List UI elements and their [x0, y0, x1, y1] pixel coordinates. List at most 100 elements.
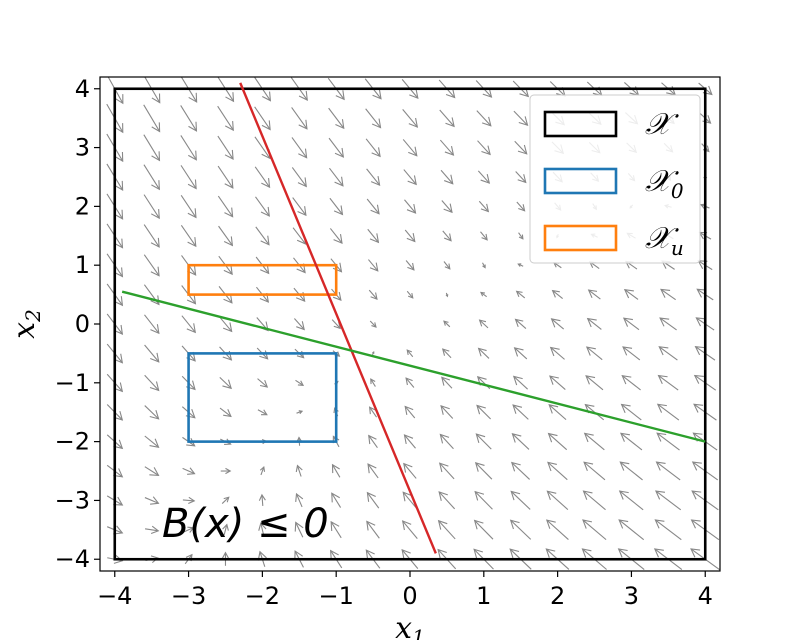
quiver-arrow	[368, 259, 379, 272]
quiver-arrow	[293, 318, 305, 331]
quiver-arrow	[657, 374, 679, 391]
quiver-arrow	[660, 288, 676, 301]
quiver-arrow	[513, 110, 529, 127]
annotation-text: B(x) ≤ 0	[162, 501, 329, 547]
quiver-arrow	[144, 466, 160, 477]
quiver-arrow	[180, 105, 198, 132]
quiver-arrow	[144, 525, 160, 534]
quiver-arrow	[331, 463, 341, 478]
quiver-arrow	[514, 140, 528, 155]
legend-swatch	[543, 110, 618, 138]
quiver-arrow	[144, 405, 160, 420]
quiver-arrow	[329, 228, 343, 245]
quiver-arrow	[404, 405, 416, 419]
quiver-arrow	[443, 320, 451, 328]
quiver-arrow	[144, 496, 160, 505]
quiver-arrow	[655, 490, 682, 511]
quiver-arrow	[182, 467, 196, 475]
quiver-arrow	[622, 317, 640, 331]
quiver-arrow	[331, 492, 342, 508]
quiver-arrow	[219, 376, 232, 390]
quiver-arrow	[512, 375, 529, 390]
quiver-arrow	[365, 108, 382, 129]
y-tick-label: 3	[75, 134, 90, 162]
quiver-arrow	[328, 107, 345, 130]
x-tick-label: 2	[550, 582, 565, 610]
quiver-arrow	[219, 407, 232, 418]
quiver-arrow	[180, 165, 197, 190]
quiver-arrow	[144, 374, 160, 392]
quiver-arrow	[257, 378, 269, 388]
quiver-arrow	[549, 346, 565, 360]
quiver-arrow	[217, 105, 234, 132]
quiver-arrow	[143, 104, 161, 133]
quiver-arrow	[585, 375, 604, 391]
quiver-arrow	[518, 232, 524, 240]
quiver-arrow	[480, 291, 487, 298]
quiver-arrow	[510, 490, 531, 510]
quiver-arrow	[441, 200, 453, 214]
quiver-arrow	[144, 435, 160, 448]
quiver-arrow	[547, 432, 568, 451]
quiver-arrow	[474, 462, 493, 480]
x-tick-label: −4	[97, 582, 132, 610]
boundary-lines	[121, 82, 706, 554]
quiver-arrow	[477, 170, 491, 184]
quiver-arrow	[144, 314, 160, 335]
quiver-arrow	[515, 290, 526, 299]
quiver-arrow	[143, 254, 160, 277]
quiver-arrow	[366, 198, 380, 215]
quiver-arrow	[482, 262, 486, 269]
quiver-arrow	[405, 377, 415, 388]
quiver-arrow	[513, 347, 528, 360]
quiver-arrow	[258, 493, 266, 506]
quiver-arrow	[586, 317, 602, 330]
quiver-arrow	[370, 378, 376, 387]
x-tick-label: −1	[318, 582, 353, 610]
y-ticks: −4 −3 −2 −1 0 1 2 3 4	[55, 75, 100, 573]
quiver-arrow	[366, 168, 381, 186]
quiver-arrow	[474, 490, 493, 510]
quiver-arrow	[480, 231, 488, 241]
legend-swatch	[543, 224, 618, 252]
quiver-arrow	[404, 199, 417, 214]
quiver-arrow	[585, 346, 603, 361]
quiver-arrow	[476, 404, 491, 420]
quiver-arrow	[511, 433, 530, 450]
region-0	[113, 87, 707, 561]
quiver-arrow	[439, 109, 455, 128]
quiver-arrow	[621, 374, 641, 391]
quiver-arrow	[582, 490, 606, 511]
quiver-arrow	[328, 137, 345, 158]
quiver-arrow	[443, 261, 451, 270]
quiver-arrow	[143, 194, 160, 220]
x-tick-label: 3	[624, 582, 639, 610]
quiver-arrow	[587, 289, 601, 300]
quiver-arrow	[295, 379, 305, 386]
quiver-arrow	[258, 522, 267, 537]
quiver-arrow	[478, 319, 489, 329]
quiver-arrow	[371, 351, 375, 355]
quiver-arrow	[401, 520, 418, 539]
quiver-arrow	[583, 461, 606, 481]
quiver-arrow	[656, 432, 680, 451]
quiver-arrow	[221, 496, 230, 504]
quiver-arrow	[658, 346, 678, 361]
quiver-arrow	[478, 200, 490, 213]
quiver-arrow	[441, 376, 453, 389]
quiver-arrow	[402, 139, 418, 157]
y-tick-label: −4	[55, 545, 90, 573]
quiver-arrows	[106, 77, 720, 570]
quiver-arrow	[143, 134, 161, 162]
quiver-arrow	[619, 461, 643, 481]
quiver-arrow	[217, 135, 234, 160]
quiver-arrow	[440, 169, 454, 185]
quiver-arrow	[476, 110, 492, 127]
quiver-arrow	[402, 109, 419, 128]
quiver-arrow	[217, 165, 234, 189]
quiver-arrow	[549, 375, 566, 390]
quiver-arrow	[514, 318, 527, 329]
quiver-arrow	[181, 315, 197, 334]
quiver-arrow	[618, 490, 644, 511]
